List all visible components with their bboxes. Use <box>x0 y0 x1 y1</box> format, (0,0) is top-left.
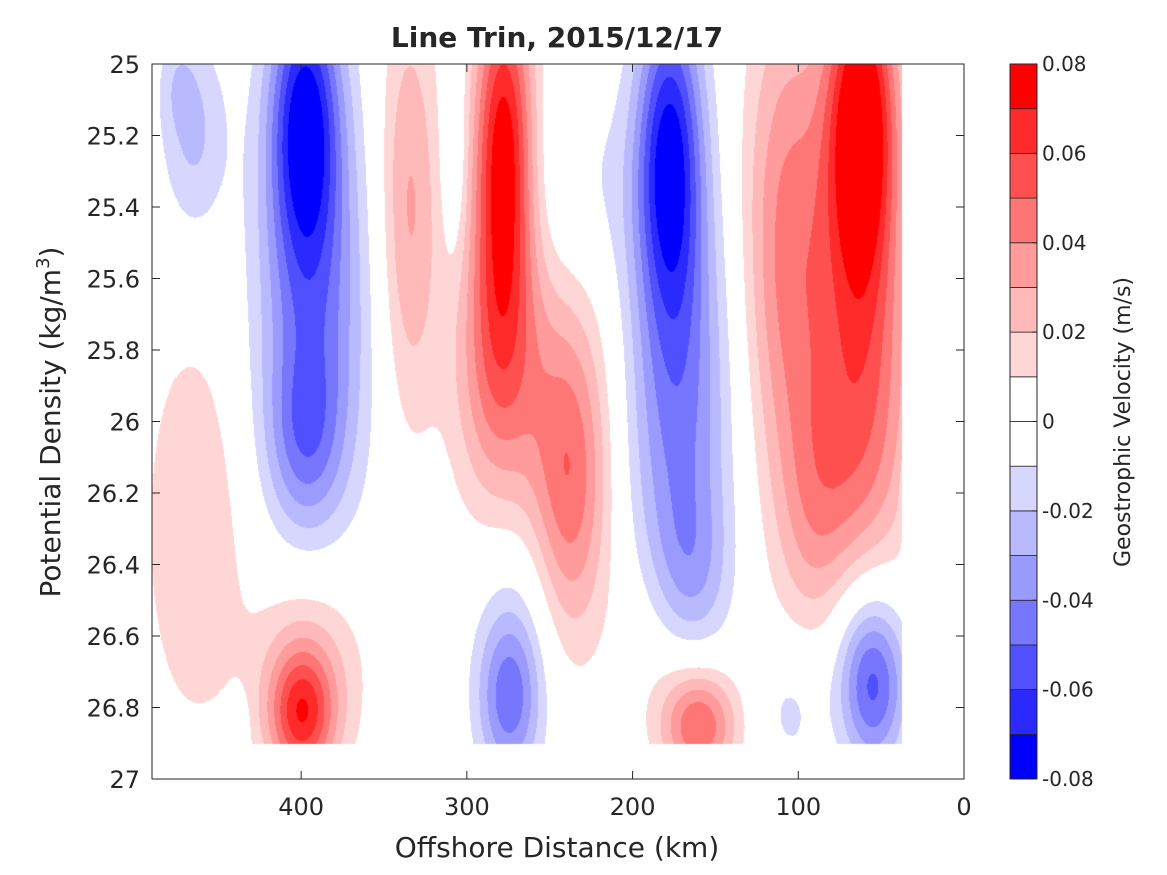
colorbar-tick-label: 0.02 <box>1042 320 1087 344</box>
colorbar-bin <box>1009 510 1038 556</box>
colorbar-bin <box>1009 197 1038 244</box>
colorbar-bin <box>1009 242 1038 288</box>
colorbar-bin <box>1009 555 1038 601</box>
y-axis-label: Potential Density (kg/m3) <box>33 247 67 598</box>
colorbar-bin <box>1009 63 1038 110</box>
y-axis-label-main: Potential Density (kg/m <box>34 269 67 598</box>
y-tick-label: 27 <box>109 766 140 794</box>
colorbar-bin <box>1009 465 1038 512</box>
y-tick-label: 26.8 <box>87 695 140 723</box>
colorbar-bin <box>1009 287 1038 333</box>
colorbar-bin <box>1009 644 1038 691</box>
colorbar-tick-label: 0 <box>1042 410 1055 434</box>
colorbar-bin <box>1009 108 1038 154</box>
x-tick-label: 200 <box>610 793 656 821</box>
colorbar-tick-label: -0.06 <box>1042 678 1094 702</box>
x-tick-label: 0 <box>956 793 971 821</box>
x-tick-label: 100 <box>775 793 821 821</box>
y-axis-label-close: ) <box>34 247 67 258</box>
y-tick-label: 26.4 <box>87 552 140 580</box>
y-tick-label: 26.6 <box>87 623 140 651</box>
colorbar-tick-label: 0.04 <box>1042 231 1087 255</box>
y-tick-label: 25.2 <box>87 123 140 151</box>
contour-field <box>152 64 964 779</box>
y-axis-label-superscript: 3 <box>33 257 54 268</box>
colorbar-bin <box>1009 331 1038 378</box>
y-tick-label: 25 <box>109 51 140 79</box>
x-axis-label: Offshore Distance (km) <box>395 831 720 864</box>
colorbar-tick-label: 0.08 <box>1042 52 1087 76</box>
colorbar-bin <box>1009 733 1038 780</box>
colorbar-bin <box>1009 599 1038 646</box>
y-tick-label: 25.8 <box>87 337 140 365</box>
colorbar-label: Geostrophic Velocity (m/s) <box>1111 277 1136 567</box>
colorbar-tick-label: -0.02 <box>1042 499 1094 523</box>
colorbar-bin <box>1009 421 1038 467</box>
colorbar-tick-label: -0.04 <box>1042 588 1094 612</box>
colorbar-tick-label: 0.06 <box>1042 141 1087 165</box>
colorbar: 0.08 0.06 0.04 0.02 0 -0.02 -0.04 -0.06 -0.08 <box>1009 52 1094 791</box>
colorbar-tick-label: -0.08 <box>1042 767 1094 791</box>
y-tick-label: 25.4 <box>87 194 140 222</box>
colorbar-bin <box>1009 152 1038 199</box>
x-tick-label: 300 <box>444 793 490 821</box>
x-tick-label: 400 <box>278 793 324 821</box>
chart-title: Line Trin, 2015/12/17 <box>391 21 723 54</box>
colorbar-bin <box>1009 376 1038 422</box>
x-axis: 400 300 200 100 0 <box>278 64 972 821</box>
y-tick-label: 26 <box>109 409 140 437</box>
y-tick-label: 26.2 <box>87 480 140 508</box>
colorbar-bin <box>1009 689 1038 735</box>
y-axis: 25 25.2 25.4 25.6 25.8 26 26.2 26.4 26.6 26.8 27 <box>87 51 964 794</box>
y-tick-label: 25.6 <box>87 266 140 294</box>
